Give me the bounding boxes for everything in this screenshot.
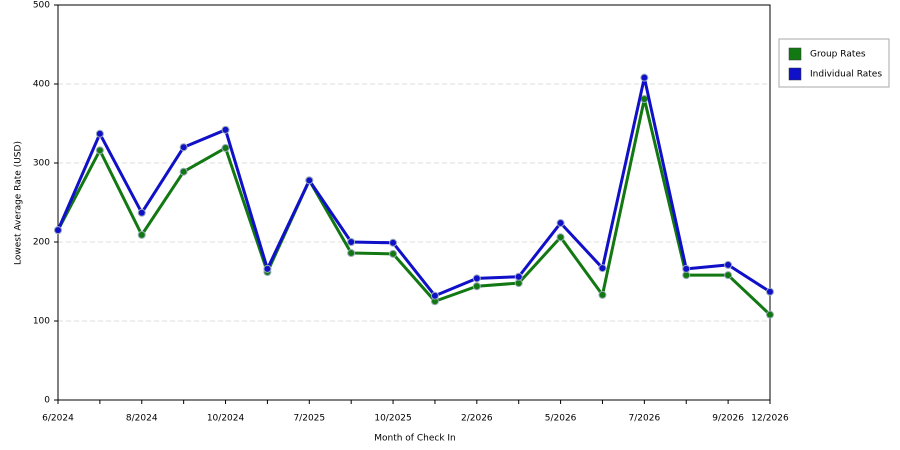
point bbox=[263, 264, 272, 273]
y-tick-label: 300 bbox=[33, 159, 50, 169]
x-tick-label: 2/2026 bbox=[461, 414, 493, 424]
point bbox=[137, 208, 146, 217]
series-line bbox=[56, 76, 771, 298]
point bbox=[54, 226, 62, 235]
point bbox=[305, 176, 314, 185]
y-axis-label: Lowest Average Rate (USD) bbox=[14, 141, 24, 265]
point bbox=[724, 260, 733, 269]
x-tick-label: 6/2024 bbox=[42, 414, 74, 424]
legend-swatch bbox=[788, 47, 802, 61]
point bbox=[766, 287, 774, 296]
point bbox=[347, 249, 356, 258]
x-tick-label: 12/2026 bbox=[751, 414, 789, 424]
point bbox=[179, 143, 188, 152]
series-line bbox=[56, 97, 772, 316]
y-tick-label: 0 bbox=[44, 396, 50, 406]
x-tick-label: 8/2024 bbox=[126, 414, 158, 424]
point bbox=[95, 146, 104, 155]
point bbox=[640, 95, 649, 104]
point bbox=[389, 238, 398, 247]
point bbox=[221, 143, 230, 152]
point bbox=[556, 233, 565, 242]
x-tick-label: 10/2024 bbox=[207, 414, 245, 424]
y-tick-label: 200 bbox=[33, 238, 50, 248]
point bbox=[766, 310, 774, 319]
plot-frame bbox=[57, 4, 771, 401]
legend-label: Individual Rates bbox=[810, 70, 882, 80]
point bbox=[598, 290, 607, 299]
x-tick-label: 7/2026 bbox=[629, 414, 661, 424]
y-tick-label: 400 bbox=[33, 80, 50, 90]
y-tick-label: 500 bbox=[33, 1, 50, 11]
point bbox=[389, 249, 398, 258]
point bbox=[95, 129, 104, 138]
point bbox=[137, 230, 146, 239]
legend-label: Group Rates bbox=[810, 50, 866, 60]
point bbox=[724, 271, 733, 280]
x-tick-label: 9/2026 bbox=[712, 414, 744, 424]
point bbox=[472, 274, 481, 283]
x-axis-label: Month of Check In bbox=[374, 434, 456, 444]
point bbox=[682, 264, 691, 273]
point bbox=[556, 219, 565, 228]
y-tick-label: 100 bbox=[33, 317, 50, 327]
point bbox=[179, 167, 188, 176]
point bbox=[347, 238, 356, 246]
legend-swatch bbox=[788, 67, 802, 81]
x-tick-label: 5/2026 bbox=[545, 414, 577, 424]
point bbox=[221, 125, 230, 134]
point bbox=[598, 264, 607, 273]
x-tick-label: 7/2025 bbox=[293, 414, 325, 424]
point bbox=[472, 282, 481, 291]
point bbox=[514, 272, 523, 281]
point bbox=[430, 291, 439, 300]
point bbox=[640, 73, 649, 82]
x-tick-label: 10/2025 bbox=[374, 414, 411, 424]
